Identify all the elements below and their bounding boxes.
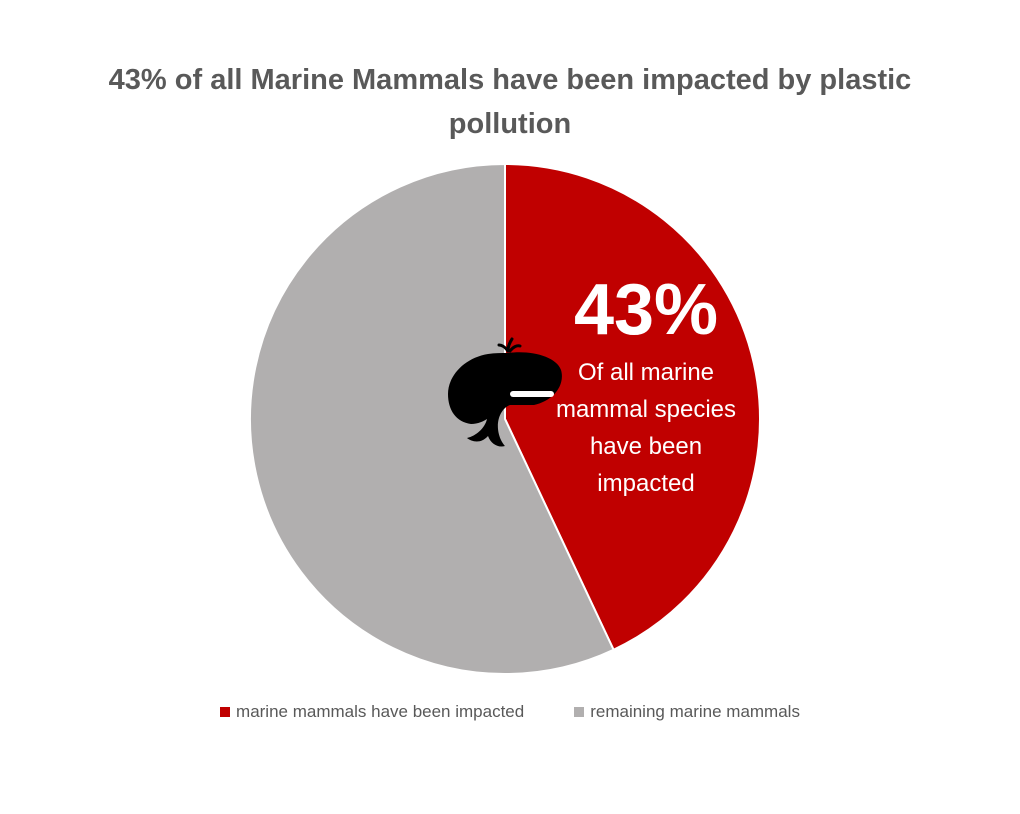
pie-slice-remaining xyxy=(249,162,615,675)
callout-text: Of all marine mammal species have been i… xyxy=(555,359,737,497)
legend-swatch-impacted xyxy=(220,707,231,717)
legend-label-impacted: marine mammals have been impacted xyxy=(236,702,525,721)
legend: marine mammals have been impacted remain… xyxy=(0,702,1020,722)
impact-callout: 43% Of all marine mammal species have be… xyxy=(540,268,752,502)
pie-slice-impacted xyxy=(504,162,761,652)
legend-item-remaining: remaining marine mammals xyxy=(574,702,800,722)
legend-item-impacted: marine mammals have been impacted xyxy=(220,702,524,722)
chart-title: 43% of all Marine Mammals have been impa… xyxy=(108,64,912,140)
whale-icon xyxy=(448,337,562,447)
legend-label-remaining: remaining marine mammals xyxy=(590,702,800,721)
callout-value: 43% xyxy=(573,270,719,350)
legend-swatch-remaining xyxy=(574,707,585,717)
